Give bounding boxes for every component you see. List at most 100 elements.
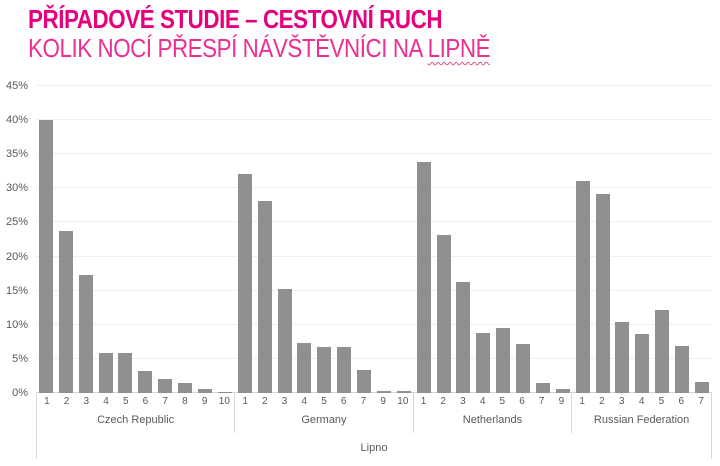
bar [436,235,451,393]
x-tick-label: 10 [397,396,409,407]
bar-slot [593,86,613,393]
bar [575,180,590,393]
bar [456,282,471,393]
y-tick-label: 5% [12,352,28,365]
bar-slot [473,86,493,393]
gridline [36,357,712,359]
x-tick-label: 6 [142,396,149,407]
bar-slot [692,86,712,393]
x-tick-label: 1 [420,396,427,407]
bar-group-germany [235,86,414,393]
axis-group-russian-federation: 1 2 3 4 5 6 7 Russian Federation [572,393,711,433]
bar-slot [76,86,96,393]
bar [197,388,212,393]
bar-slot [235,86,255,393]
bar-slot [394,86,414,393]
x-tick-label: 3 [460,396,466,407]
bar-slot [374,86,394,393]
bar [615,322,630,393]
x-tick-label: 1 [242,396,248,407]
x-tick-label: 3 [281,396,288,407]
x-tick-label: 9 [201,396,208,407]
bar [595,193,610,393]
y-tick-label: 40% [5,114,28,127]
x-tick-label: 6 [519,396,525,407]
x-tick-row: 1 2 3 4 5 6 7 9 10 [235,393,412,411]
bar [158,378,173,393]
bar-slot [613,86,633,393]
bar [58,231,73,393]
bar-slot [36,86,56,393]
x-tick-label: 5 [658,396,665,407]
x-tick-label: 9 [380,396,386,407]
bar-slot [434,86,454,393]
bar [317,347,332,393]
bar [357,369,371,393]
bar-chart: 0% 5% 10% 15% 20% 25% 30% 35% 40% 45% 1 2 3 4 5 6 7 8 9 10… [0,70,720,466]
x-tick-label: 4 [638,396,645,407]
bar [138,371,153,393]
x-tick-label: 2 [63,396,70,407]
bar [257,200,272,393]
bar [655,310,670,393]
bar-slot [632,86,652,393]
bar-slot [175,86,195,393]
x-tick-label: 3 [619,396,625,407]
gridline [36,85,712,86]
x-axis-title: Lipno [360,442,388,454]
slide-header: PŘÍPADOVÉ STUDIE – CESTOVNÍ RUCH KOLIK N… [28,5,565,61]
gridline [36,289,712,291]
x-tick-label: 10 [218,396,230,407]
bar [476,332,491,393]
bar-slot [155,86,175,393]
bar [98,353,113,393]
bar [416,161,431,393]
bar-slot [314,86,334,393]
gridline [36,187,712,189]
x-tick-label: 7 [538,396,545,407]
bar-slot [672,86,692,393]
bar [694,382,709,393]
bar [178,383,193,393]
x-tick-row: 1 2 3 4 5 6 7 8 9 10 [37,393,234,411]
x-tick-label: 7 [360,396,367,407]
bar [78,274,93,393]
page-title: PŘÍPADOVÉ STUDIE – CESTOVNÍ RUCH [28,4,443,34]
bar [337,347,352,393]
x-tick-label: 2 [599,396,605,407]
x-axis-line [36,392,712,393]
bar-slot [652,86,672,393]
group-label: Germany [301,414,347,426]
bar-slot [116,86,136,393]
x-tick-label: 4 [103,396,109,407]
x-tick-label: 1 [579,396,585,407]
x-tick-label: 2 [262,396,268,407]
plot-area [36,85,712,393]
bar [555,388,570,393]
category-axis-table: 1 2 3 4 5 6 7 8 9 10 Czech Republic 1 2 3 4 5 6 7 9 10 Germa… [37,393,711,433]
bar-slot [96,86,116,393]
x-tick-label: 9 [558,396,565,407]
bar-slot [573,86,593,393]
bar [376,390,391,393]
y-tick-label: 20% [5,250,28,263]
bar-slot [334,86,354,393]
subtitle-underlined-word: LIPNĚ [427,33,491,63]
bar-slot [513,86,533,393]
x-tick-label: 6 [678,396,685,407]
axis-group-germany: 1 2 3 4 5 6 7 9 10 Germany [235,393,414,433]
x-tick-label: 5 [321,396,327,407]
bar-slot [493,86,513,393]
bar-slot [275,86,295,393]
gridline [36,221,712,223]
axis-group-czech-republic: 1 2 3 4 5 6 7 8 9 10 Czech Republic [37,393,236,433]
gridline [36,153,712,155]
gridline [36,323,712,325]
y-tick-label: 0% [12,387,28,399]
y-axis: 0% 5% 10% 15% 20% 25% 30% 35% 40% 45% [0,80,30,399]
bar-slot [195,86,215,393]
x-tick-label: 5 [499,396,506,407]
group-label: Netherlands [462,414,523,426]
bar-slot [354,86,374,393]
bar-slot [56,86,76,393]
